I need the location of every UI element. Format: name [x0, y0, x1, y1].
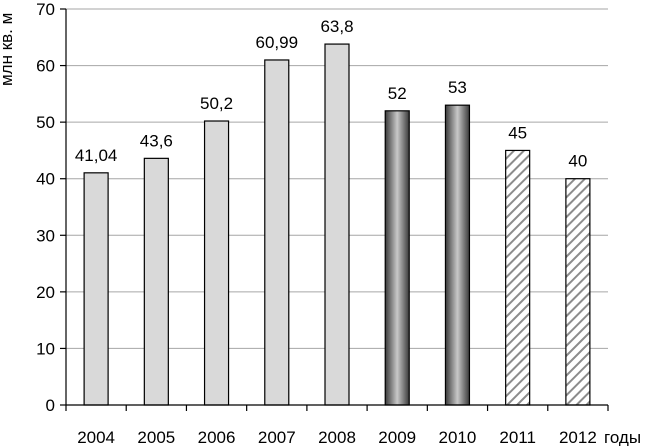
data-label-2005: 43,6 — [140, 131, 173, 150]
bar-2009 — [384, 110, 410, 406]
data-label-2009: 52 — [388, 84, 407, 103]
data-label-2010: 53 — [448, 78, 467, 97]
y-tick-label: 10 — [36, 339, 55, 358]
y-tick-label: 20 — [36, 283, 55, 302]
y-tick-label: 50 — [36, 113, 55, 132]
y-tick-label: 60 — [36, 57, 55, 76]
axes — [60, 8, 609, 411]
x-tick-label-2010: 2010 — [439, 428, 477, 446]
data-label-2008: 63,8 — [320, 17, 353, 36]
bar-2006 — [203, 120, 230, 406]
bar-2012 — [565, 178, 591, 406]
x-tick-label-2008: 2008 — [318, 428, 356, 446]
data-label-2012: 40 — [568, 152, 587, 171]
x-tick-label-2006: 2006 — [198, 428, 236, 446]
labels: 0 10 20 30 40 50 60 70 41,04 2004 43,6 2005 50,2 2006… — [36, 0, 597, 446]
y-tick-label: 30 — [36, 226, 55, 245]
x-tick-label-2005: 2005 — [137, 428, 175, 446]
data-label-2011: 45 — [508, 123, 527, 142]
x-axis-title: годы — [604, 428, 641, 446]
y-axis-title: млн кв. м — [0, 13, 16, 86]
x-tick-label-2011: 2011 — [499, 428, 536, 446]
x-tick-label-2009: 2009 — [378, 428, 416, 446]
y-tick-label: 70 — [36, 0, 55, 19]
bar-2005 — [143, 157, 169, 406]
bar-2004 — [83, 172, 109, 406]
data-label-2006: 50,2 — [200, 94, 233, 113]
x-tick-label-2007: 2007 — [258, 428, 296, 446]
bar-2007 — [264, 59, 290, 406]
data-label-2007: 60,99 — [256, 33, 299, 52]
x-tick-label-2004: 2004 — [77, 428, 115, 446]
bars — [83, 43, 591, 406]
bar-2010 — [444, 104, 471, 406]
bar-2011 — [505, 149, 531, 406]
x-tick-label-2012: 2012 — [559, 428, 597, 446]
y-tick-label: 0 — [46, 396, 55, 415]
y-tick-label: 40 — [36, 170, 55, 189]
bar-2008 — [324, 43, 350, 406]
data-label-2004: 41,04 — [75, 146, 118, 165]
